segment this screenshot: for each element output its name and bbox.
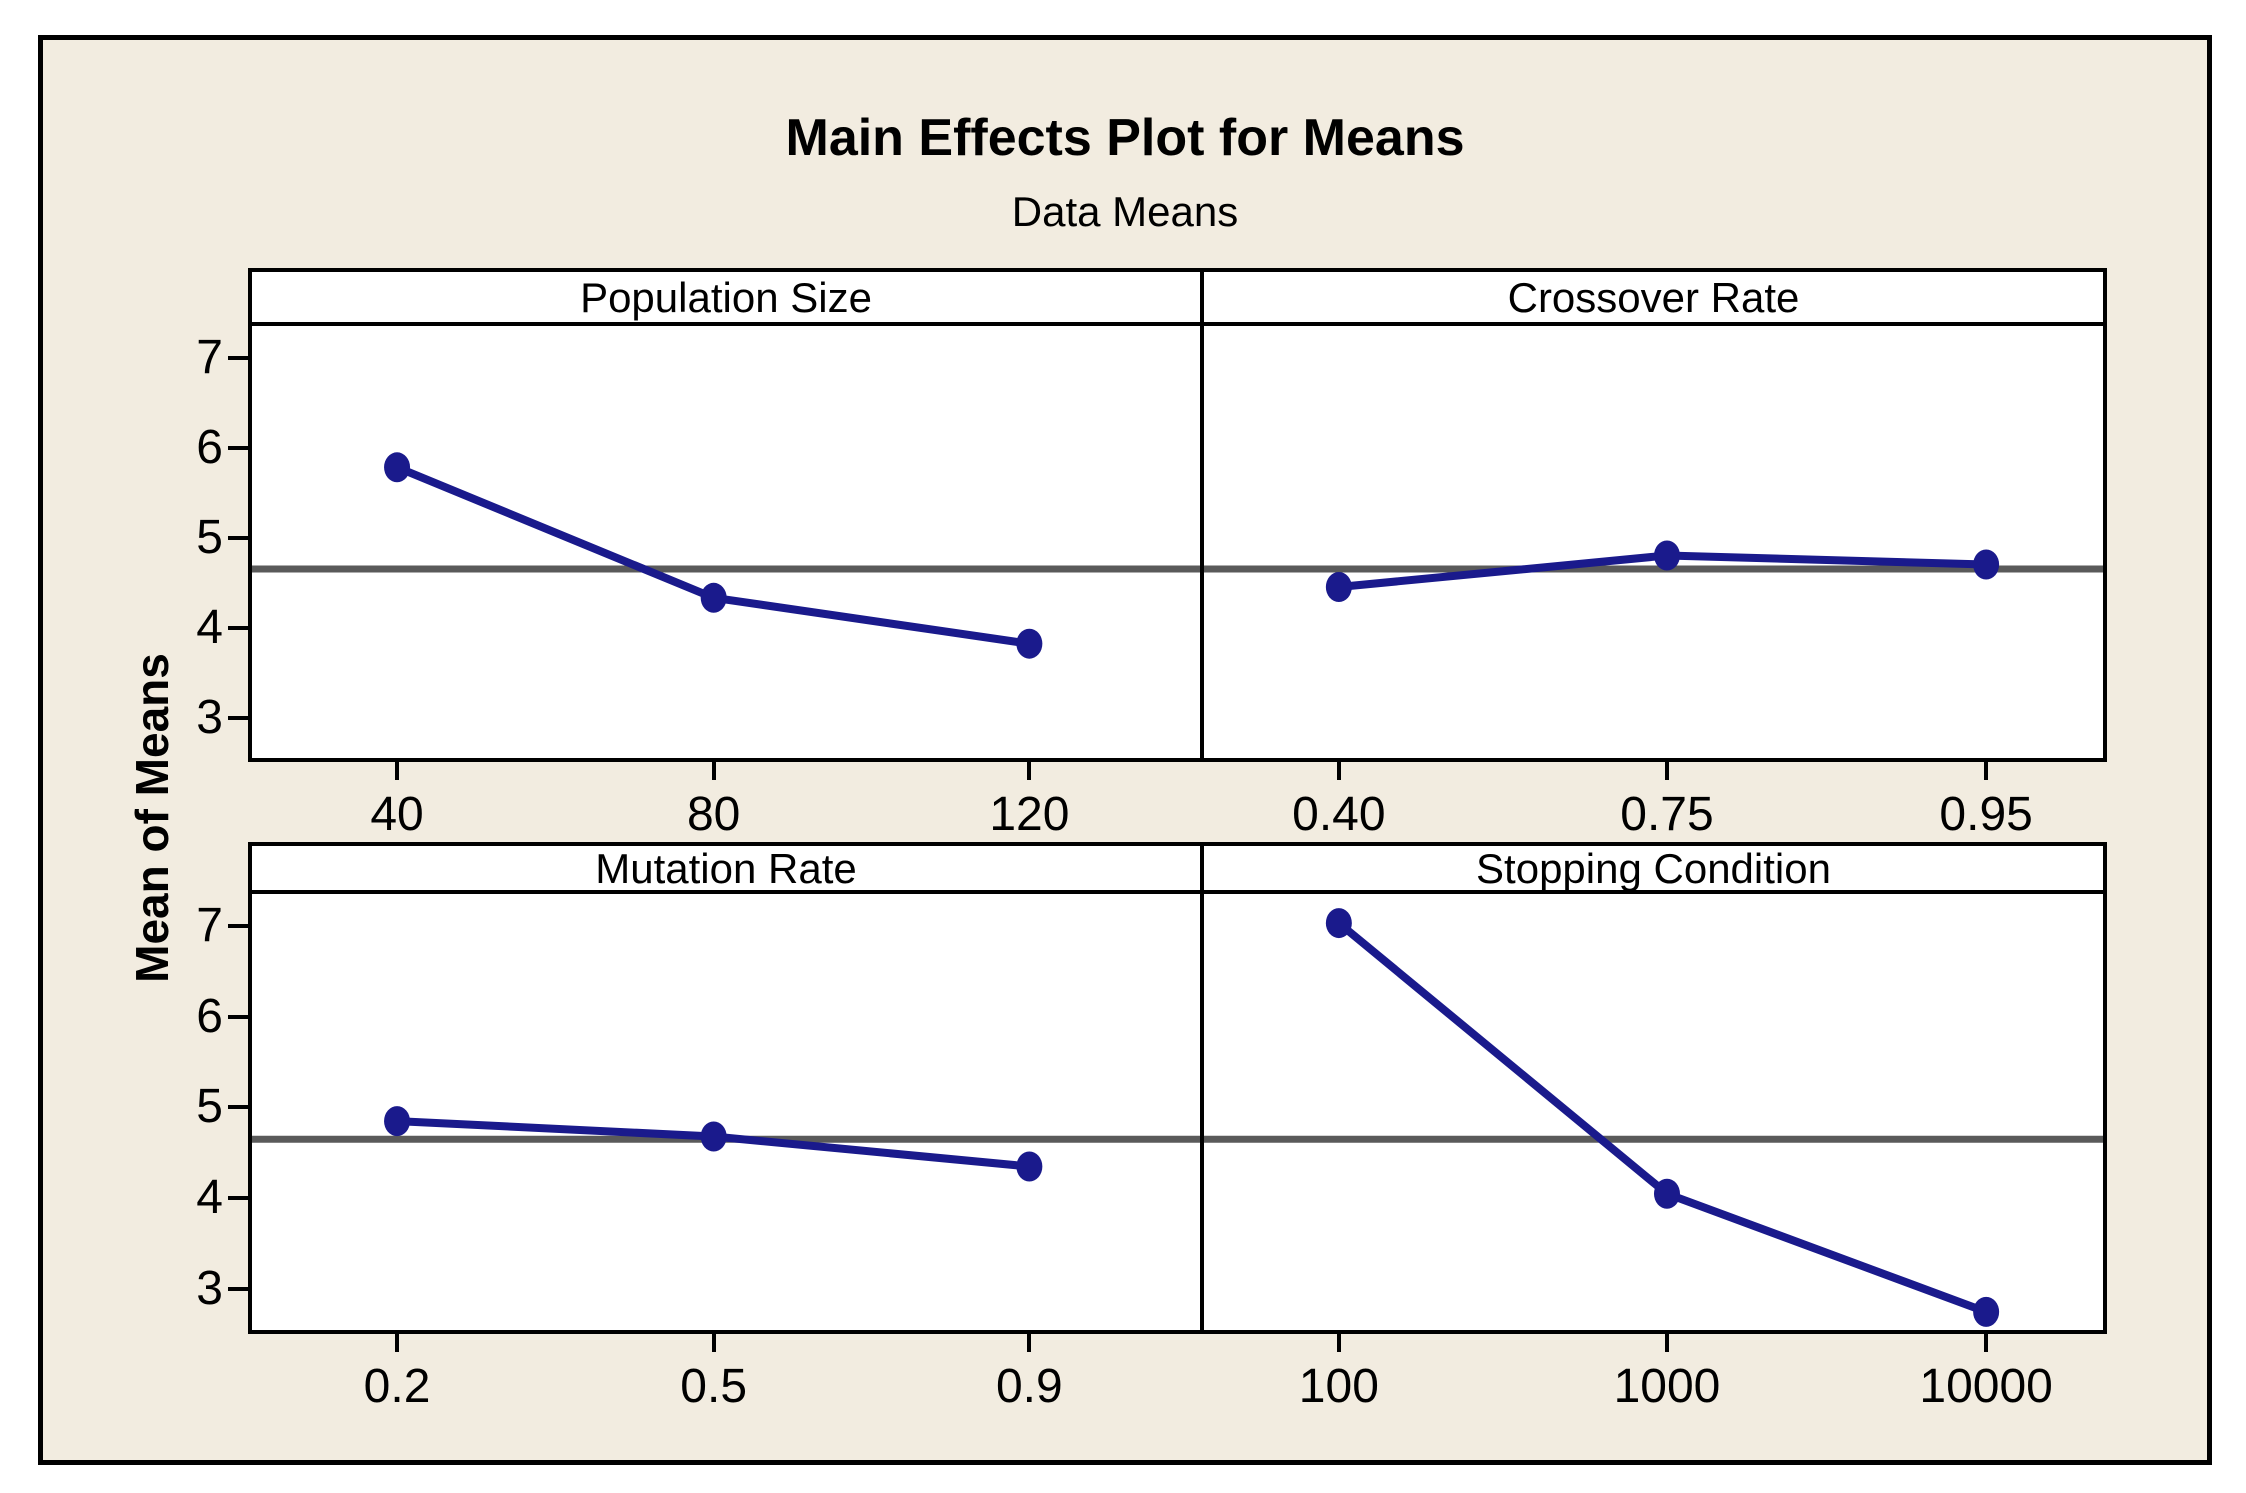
data-point-marker bbox=[1325, 908, 1352, 939]
y-tick-mark bbox=[228, 1287, 248, 1292]
x-tick-label: 120 bbox=[989, 788, 1070, 841]
y-tick-mark bbox=[228, 1196, 248, 1201]
panel-canvas bbox=[1204, 908, 2103, 1327]
x-tick-mark bbox=[1027, 762, 1032, 780]
y-tick-mark bbox=[228, 625, 248, 630]
panel-header-mutation-rate: Mutation Rate bbox=[595, 846, 857, 890]
y-tick-mark bbox=[228, 1014, 248, 1019]
x-tick-label: 0.40 bbox=[1292, 788, 1386, 841]
y-tick-mark bbox=[228, 923, 248, 928]
x-tick-label: 0.9 bbox=[995, 1360, 1063, 1413]
data-point-marker bbox=[1016, 628, 1043, 659]
x-tick-label: 1000 bbox=[1613, 1360, 1721, 1413]
y-tick-mark bbox=[228, 355, 248, 360]
x-tick-mark bbox=[1984, 1334, 1989, 1352]
panel-canvas bbox=[252, 1106, 1200, 1182]
y-tick-label: 3 bbox=[196, 690, 223, 744]
y-tick-mark bbox=[228, 715, 248, 720]
x-tick-label: 0.2 bbox=[363, 1360, 431, 1413]
x-tick-mark bbox=[1664, 1334, 1669, 1352]
y-tick-mark bbox=[228, 535, 248, 540]
y-tick-label: 4 bbox=[196, 600, 223, 654]
data-point-marker bbox=[1973, 1296, 2000, 1327]
chart-title: Main Effects Plot for Means bbox=[785, 109, 1465, 167]
panel-header-stopping-condition: Stopping Condition bbox=[1476, 846, 1831, 890]
series-line bbox=[395, 463, 1030, 648]
chart-subtitle: Data Means bbox=[1011, 188, 1239, 235]
x-tick-mark bbox=[711, 762, 716, 780]
x-tick-label: 40 bbox=[370, 788, 424, 841]
y-tick-mark bbox=[228, 445, 248, 450]
x-tick-mark bbox=[1027, 1334, 1032, 1352]
data-point-marker bbox=[700, 1121, 727, 1152]
y-tick-mark bbox=[228, 1105, 248, 1110]
y-tick-label: 4 bbox=[196, 1171, 223, 1225]
data-point-marker bbox=[384, 452, 411, 483]
x-tick-label: 0.95 bbox=[1939, 788, 2033, 841]
x-tick-label: 80 bbox=[686, 788, 741, 841]
panel-plot-population-size bbox=[252, 326, 1200, 758]
panel-row-bottom: Mutation Rate Stopping Condition bbox=[248, 842, 2107, 1334]
x-tick-label: 10000 bbox=[1919, 1360, 2053, 1413]
panel-plot-crossover-rate bbox=[1204, 326, 2103, 758]
y-tick-label: 6 bbox=[196, 989, 223, 1043]
y-tick-label: 7 bbox=[196, 898, 223, 952]
x-tick-label: 0.5 bbox=[680, 1360, 748, 1413]
panel-canvas bbox=[1204, 540, 2103, 602]
x-tick-label: 0.75 bbox=[1620, 788, 1714, 841]
x-tick-mark bbox=[711, 1334, 716, 1352]
data-point-marker bbox=[1653, 1178, 1680, 1209]
panel-header-population-size: Population Size bbox=[580, 274, 872, 321]
panel-row-top: Population Size Crossover Rate bbox=[248, 268, 2107, 762]
header-divider-line bbox=[252, 890, 2103, 894]
x-tick-mark bbox=[395, 762, 400, 780]
y-tick-label: 5 bbox=[196, 1080, 223, 1134]
data-point-marker bbox=[1653, 540, 1680, 571]
series-line bbox=[1336, 919, 1988, 1316]
data-point-marker bbox=[1016, 1151, 1043, 1182]
data-point-marker bbox=[384, 1106, 411, 1137]
panel-plot-mutation-rate bbox=[252, 894, 1200, 1330]
y-tick-label: 5 bbox=[196, 510, 223, 564]
y-tick-label: 6 bbox=[196, 420, 223, 474]
y-tick-label: 3 bbox=[196, 1262, 223, 1316]
x-tick-mark bbox=[1336, 762, 1341, 780]
panel-canvas bbox=[252, 452, 1200, 659]
panel-divider bbox=[1200, 272, 1204, 758]
x-tick-mark bbox=[1984, 762, 1989, 780]
x-tick-mark bbox=[1336, 1334, 1341, 1352]
header-divider-line bbox=[252, 322, 2103, 326]
data-point-marker bbox=[1325, 572, 1352, 602]
x-tick-mark bbox=[395, 1334, 400, 1352]
panel-divider bbox=[1200, 846, 1204, 1330]
panel-plot-stopping-condition bbox=[1204, 894, 2103, 1330]
x-tick-label: 100 bbox=[1298, 1360, 1379, 1413]
data-point-marker bbox=[1973, 549, 2000, 580]
panel-header-crossover-rate: Crossover Rate bbox=[1507, 274, 1800, 321]
y-tick-label: 7 bbox=[196, 330, 223, 384]
x-tick-mark bbox=[1664, 762, 1669, 780]
plot-figure: Main Effects Plot for Means Data Means M… bbox=[38, 35, 2212, 1465]
data-point-marker bbox=[700, 582, 727, 613]
